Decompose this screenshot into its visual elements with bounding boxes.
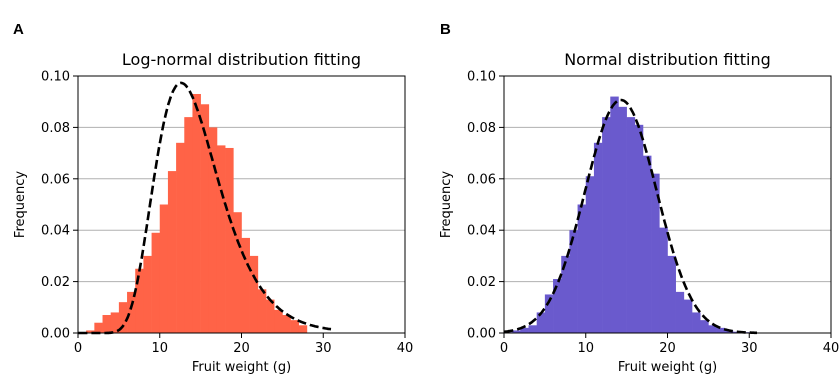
- histogram-bar: [610, 96, 619, 333]
- histogram-bars: [504, 96, 750, 334]
- histogram-bar: [626, 117, 636, 334]
- panel-letter: B: [440, 21, 451, 38]
- histogram-bar: [290, 320, 300, 333]
- x-tick-label: 20: [233, 341, 250, 356]
- histogram-bar: [110, 312, 120, 333]
- y-tick-label: 0.04: [41, 224, 70, 239]
- histogram-bar: [167, 171, 177, 333]
- panel-b: B Normal distribution fitting 0.00 0.02 0.04…: [439, 21, 839, 375]
- histogram-bar: [618, 106, 627, 333]
- y-axis-label: Frequency: [13, 171, 28, 238]
- histogram-bar: [700, 320, 709, 333]
- histogram-bar: [184, 117, 193, 334]
- chart-title: Normal distribution fitting: [564, 50, 771, 69]
- x-tick-label: 10: [151, 341, 168, 356]
- histogram-bar: [651, 173, 660, 333]
- histogram-bar: [241, 237, 250, 333]
- histogram-bar: [683, 299, 693, 333]
- histogram-bar: [274, 309, 283, 333]
- fit-curve-line: [504, 98, 757, 335]
- histogram-bar: [216, 145, 226, 333]
- y-tick-label: 0.06: [41, 172, 70, 187]
- y-tick-label: 0.10: [41, 70, 70, 85]
- x-axis-label: Fruit weight (g): [192, 360, 291, 375]
- histogram-bar: [553, 279, 562, 333]
- histogram-bar: [512, 330, 521, 333]
- x-tick-label: 20: [659, 341, 676, 356]
- histogram-bar: [675, 291, 685, 333]
- histogram-bar: [585, 176, 595, 333]
- histogram-bar: [577, 204, 587, 333]
- histogram-bar: [159, 204, 169, 333]
- panel-letter: A: [13, 21, 24, 38]
- histogram-bar: [102, 315, 111, 333]
- x-tick-label: 40: [823, 341, 840, 356]
- histogram-bar: [192, 93, 201, 334]
- x-tick-label: 0: [500, 341, 508, 356]
- histogram-bar: [94, 322, 103, 333]
- histogram-bar: [176, 142, 185, 333]
- histogram-bar: [642, 155, 652, 333]
- histogram-bar: [266, 299, 275, 333]
- histogram-bar: [593, 142, 603, 333]
- histogram-bar: [667, 255, 676, 333]
- histogram-bar: [200, 104, 210, 334]
- x-axis-label: Fruit weight (g): [618, 360, 717, 375]
- histogram-bar: [127, 291, 136, 333]
- histogram-bar: [151, 232, 161, 333]
- histogram-bar: [692, 312, 701, 333]
- y-tick-label: 0.04: [467, 224, 496, 239]
- fit-curve-line: [78, 81, 332, 335]
- histogram-bar: [208, 127, 218, 334]
- histogram-bar: [143, 255, 152, 333]
- histogram-bar: [561, 255, 570, 333]
- y-tick-label: 0.08: [41, 121, 70, 136]
- y-tick-label: 0.10: [467, 70, 496, 85]
- histogram-bar: [544, 294, 554, 333]
- histogram-bar: [569, 230, 578, 333]
- histogram-bar: [602, 117, 611, 334]
- histogram-bar: [634, 124, 644, 333]
- histogram-bar: [282, 315, 291, 333]
- y-tick-label: 0.00: [467, 327, 496, 342]
- y-tick-label: 0.06: [467, 172, 496, 187]
- histogram-bar: [716, 327, 726, 333]
- y-tick-label: 0.02: [41, 275, 70, 290]
- histogram-bar: [249, 255, 259, 333]
- histogram-bar: [659, 227, 668, 333]
- histogram-bar: [528, 325, 537, 333]
- x-tick-label: 10: [577, 341, 594, 356]
- histogram-bar: [135, 268, 144, 333]
- histogram-bar: [536, 312, 546, 333]
- histogram-bar: [86, 330, 95, 333]
- histogram-bar: [233, 212, 242, 333]
- histogram-bar: [118, 302, 128, 333]
- chart-title: Log-normal distribution fitting: [122, 50, 361, 69]
- x-tick-label: 30: [315, 341, 332, 356]
- histogram-bar: [708, 325, 717, 333]
- x-tick-label: 30: [741, 341, 758, 356]
- y-axis-label: Frequency: [439, 171, 454, 238]
- y-tick-label: 0.08: [467, 121, 496, 136]
- y-tick-label: 0.00: [41, 327, 70, 342]
- histogram-bar: [298, 325, 308, 333]
- x-tick-label: 40: [397, 341, 414, 356]
- x-tick-label: 0: [74, 341, 82, 356]
- panel-a: A Log-normal distribution fitting 0.00 0.02…: [13, 21, 413, 375]
- histogram-bar: [225, 147, 234, 333]
- histogram-bars: [78, 93, 308, 334]
- histogram-bar: [520, 327, 529, 333]
- y-tick-label: 0.02: [467, 275, 496, 290]
- histogram-bar: [257, 289, 267, 333]
